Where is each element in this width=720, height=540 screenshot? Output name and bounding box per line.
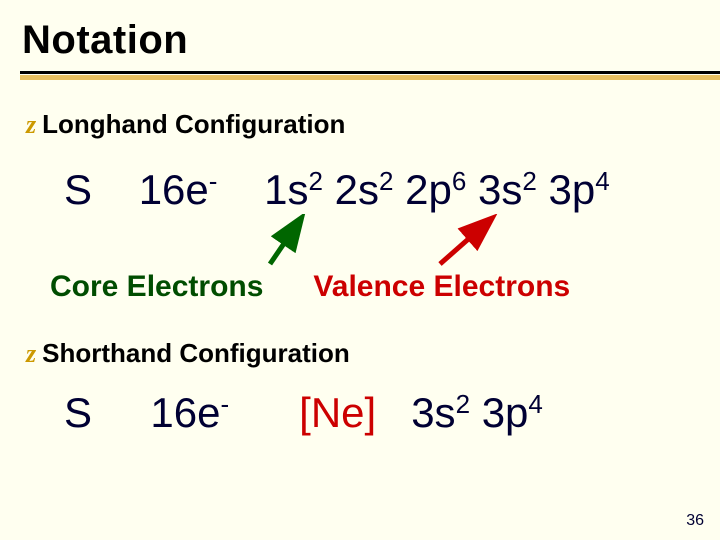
electron-count: 16e xyxy=(150,389,220,436)
title-underline xyxy=(0,71,720,85)
electron-count: 16e xyxy=(139,166,209,213)
bullet-icon: z xyxy=(26,110,36,140)
page-number: 36 xyxy=(686,512,704,530)
bullet-longhand: z Longhand Configuration xyxy=(0,85,720,140)
orbital-sup: 2 xyxy=(309,166,323,196)
orbital-sup: 6 xyxy=(452,166,466,196)
orbital-sup: 4 xyxy=(595,166,609,196)
orbital: 2s xyxy=(335,166,379,213)
labels-row: Core Electrons Valence Electrons xyxy=(0,270,720,304)
slide-title: Notation xyxy=(0,0,720,63)
orbital: 2p xyxy=(405,166,452,213)
core-electrons-label: Core Electrons xyxy=(50,270,263,304)
bullet-longhand-text: Longhand Configuration xyxy=(42,109,345,140)
orbital: 3p xyxy=(482,389,529,436)
valence-arrow xyxy=(440,220,490,264)
noble-gas-core: [Ne] xyxy=(299,389,376,436)
orbital-sup: 4 xyxy=(528,389,542,419)
longhand-orbitals: 1s2 2s2 2p6 3s2 3p4 xyxy=(264,166,610,213)
valence-electrons-label: Valence Electrons xyxy=(313,270,570,304)
element-symbol: S xyxy=(64,166,92,213)
longhand-config: S 16e- 1s2 2s2 2p6 3s2 3p4 xyxy=(0,140,720,214)
orbital: 3s xyxy=(478,166,522,213)
bullet-shorthand-text: Shorthand Configuration xyxy=(42,338,350,369)
orbital-sup: 2 xyxy=(379,166,393,196)
electron-count-sup: - xyxy=(209,166,218,196)
arrows-region xyxy=(0,214,720,270)
bullet-shorthand: z Shorthand Configuration xyxy=(0,304,720,369)
bullet-icon: z xyxy=(26,339,36,369)
orbital: 3p xyxy=(549,166,596,213)
orbital: 1s xyxy=(264,166,308,213)
shorthand-config: S 16e- [Ne] 3s2 3p4 xyxy=(0,369,720,437)
orbital-sup: 2 xyxy=(456,389,470,419)
core-arrow xyxy=(270,220,300,264)
element-symbol: S xyxy=(64,389,92,436)
shorthand-orbitals: 3s2 3p4 xyxy=(411,389,543,436)
electron-count-sup: - xyxy=(220,389,229,419)
orbital-sup: 2 xyxy=(522,166,536,196)
orbital: 3s xyxy=(411,389,455,436)
